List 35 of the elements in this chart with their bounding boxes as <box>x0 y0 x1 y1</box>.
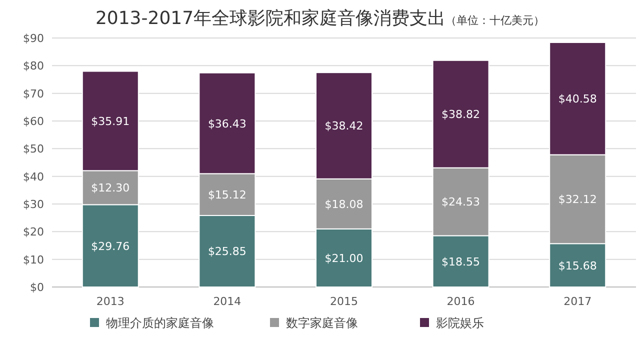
x-tick-label: 2016 <box>446 295 475 308</box>
data-label: $18.55 <box>442 255 480 268</box>
y-tick-label: $60 <box>23 115 44 128</box>
y-tick-label: $50 <box>23 142 44 156</box>
data-label: $32.12 <box>558 193 597 206</box>
data-label: $24.53 <box>442 196 480 209</box>
chart-title: 2013-2017年全球影院和家庭音像消费支出 <box>95 8 446 29</box>
x-tick-label: 2017 <box>564 295 592 308</box>
y-tick-label: $30 <box>23 198 44 211</box>
legend-label: 数字家庭音像 <box>286 316 358 330</box>
data-label: $29.76 <box>91 240 130 253</box>
y-tick-label: $0 <box>30 281 44 294</box>
data-label: $36.43 <box>208 117 246 130</box>
y-tick-label: $10 <box>23 253 44 266</box>
data-label: $12.30 <box>91 182 130 195</box>
legend-label: 物理介质的家庭音像 <box>106 316 214 330</box>
data-label: $15.12 <box>208 188 246 202</box>
legend-label: 影院娱乐 <box>436 316 484 330</box>
x-tick-label: 2014 <box>213 295 242 308</box>
y-tick-label: $80 <box>23 60 44 73</box>
data-label: $21.00 <box>324 252 364 265</box>
data-label: $38.82 <box>442 108 480 122</box>
data-label: $35.91 <box>91 114 130 128</box>
y-tick-label: $20 <box>23 226 44 239</box>
x-tick-label: 2013 <box>96 295 124 308</box>
y-tick-label: $90 <box>23 32 44 45</box>
chart-subtitle: （单位：十亿美元） <box>446 14 545 27</box>
y-tick-label: $70 <box>23 87 44 100</box>
data-label: $18.08 <box>324 198 364 211</box>
data-label: $40.58 <box>558 92 597 106</box>
data-label: $38.42 <box>324 120 364 133</box>
x-tick-label: 2015 <box>330 295 358 308</box>
data-label: $15.68 <box>558 259 597 272</box>
y-tick-label: $40 <box>23 170 44 184</box>
data-label: $25.85 <box>208 245 246 258</box>
